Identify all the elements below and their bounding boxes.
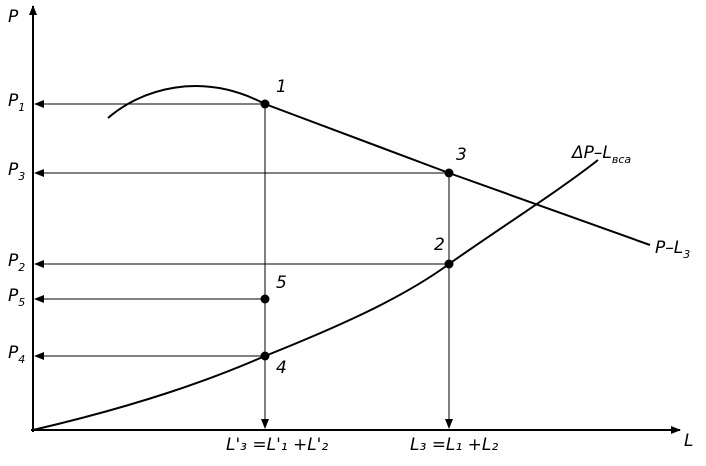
label-curve-dp: ΔP–Lвса [570,143,631,166]
label-p4: P4 [8,343,25,366]
label-curve-p: P–L3 [655,238,690,261]
label-l3: L₃ =L₁ +L₂ [410,435,498,455]
label-p3: P3 [8,160,25,183]
point-1 [260,99,270,109]
point-label-5: 5 [276,273,287,293]
point-label-3: 3 [456,145,467,165]
point-label-1: 1 [276,77,287,97]
curve-dp-lvsa [32,159,599,431]
label-l3-prime: L'₃ =L'₁ +L'₂ [226,435,328,455]
x-axis-label: L [684,431,693,451]
point-4 [260,351,270,361]
point-5 [260,294,270,304]
p-labels: P1 P3 P2 P5 P4 [8,91,25,366]
point-3 [444,168,454,178]
point-2 [444,259,454,269]
label-p2: P2 [8,251,25,274]
point-label-4: 4 [276,358,287,378]
label-p1: P1 [8,91,25,114]
curve-p-l3 [107,85,651,246]
label-p5: P5 [8,286,25,309]
y-axis-label: P [8,7,19,27]
point-label-2: 2 [434,235,445,255]
